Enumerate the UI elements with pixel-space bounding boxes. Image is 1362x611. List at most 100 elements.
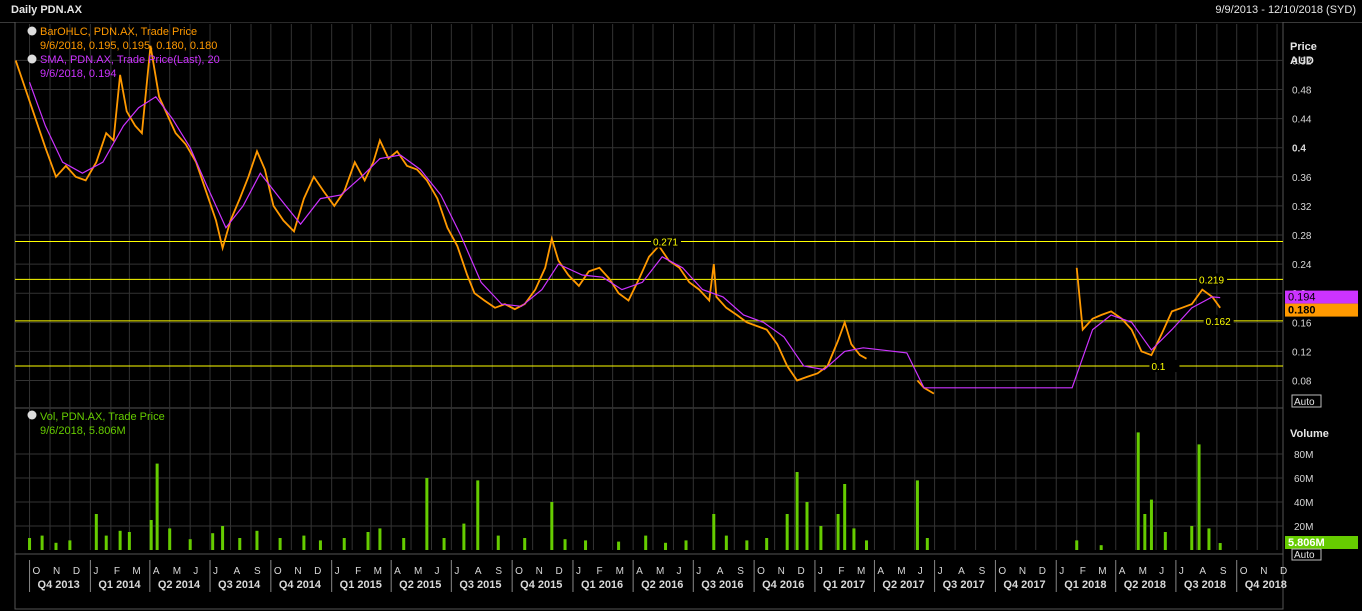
month-label: A — [475, 566, 482, 577]
month-label: O — [274, 566, 282, 577]
month-label: N — [1260, 566, 1267, 577]
volume-bar — [843, 484, 847, 550]
price-auto-button[interactable] — [1291, 394, 1322, 408]
volume-value-tag-text: 5.806M — [1288, 537, 1325, 549]
volume-bar — [550, 502, 554, 550]
volume-bar — [795, 472, 799, 550]
month-label: S — [495, 566, 502, 577]
volume-bar — [819, 526, 823, 550]
volume-bar — [724, 535, 728, 550]
volume-bar — [852, 528, 856, 550]
month-label: N — [536, 566, 543, 577]
month-label: S — [1220, 566, 1227, 577]
month-label: J — [1159, 566, 1164, 577]
quarter-label: Q1 2018 — [1064, 579, 1106, 591]
volume-bar — [1163, 532, 1167, 550]
volume-panel[interactable] — [14, 407, 1284, 555]
volume-bar — [664, 542, 668, 550]
month-label: F — [596, 566, 602, 577]
volume-bar — [318, 540, 322, 550]
volume-tick-label: 40M — [1294, 498, 1313, 509]
volume-bar — [805, 502, 809, 550]
volume-legend[interactable]: Vol, PDN.AX, Trade Price 9/6/2018, 5.806… — [27, 410, 165, 438]
quarter-label: Q4 2015 — [520, 579, 562, 591]
volume-bar — [54, 542, 58, 550]
month-label: F — [355, 566, 361, 577]
month-label: M — [616, 566, 624, 577]
volume-bar — [563, 539, 567, 550]
month-label: D — [73, 566, 80, 577]
level-labels: 0.271 0.219 0.162 0.1 — [650, 235, 1234, 373]
quarter-label: Q3 2014 — [218, 579, 261, 591]
month-label: M — [656, 566, 664, 577]
volume-bar — [278, 538, 282, 550]
month-label: D — [555, 566, 562, 577]
price-tick-label: 0.32 — [1292, 202, 1312, 213]
month-label: M — [1098, 566, 1106, 577]
volume-bar — [68, 540, 72, 550]
volume-bar — [188, 539, 192, 550]
month-label: A — [394, 566, 401, 577]
sma-value-tag-text: 0.194 — [1288, 292, 1316, 304]
month-label: A — [1119, 566, 1126, 577]
month-label: J — [1059, 566, 1064, 577]
volume-bar — [118, 530, 122, 550]
quarter-label: Q2 2018 — [1124, 579, 1166, 591]
month-label: F — [838, 566, 844, 577]
volume-bar — [925, 538, 929, 550]
price-volume-chart[interactable]: 0.271 0.219 0.162 0.1 Price AUD 0.52 0.48 0.4… — [0, 22, 1362, 611]
month-label: M — [173, 566, 181, 577]
quarter-label: Q4 2017 — [1003, 579, 1045, 591]
volume-bar — [221, 526, 225, 550]
month-label: J — [193, 566, 198, 577]
volume-bar — [40, 535, 44, 550]
volume-axis-title: Volume — [1290, 428, 1329, 440]
volume-bar — [1197, 444, 1201, 550]
date-range[interactable]: 9/9/2013 - 12/10/2018 (SYD) — [1215, 4, 1356, 16]
price-value-tag — [1285, 303, 1358, 317]
level-label-bg — [1149, 359, 1180, 372]
volume-tick-label: 80M — [1294, 450, 1313, 461]
volume-axis: 80M 60M 40M 20M — [1294, 450, 1313, 533]
volume-bar — [476, 480, 480, 550]
volume-bar — [496, 535, 500, 550]
volume-bar — [712, 514, 716, 550]
dot-icon[interactable] — [27, 26, 37, 36]
volume-legend-title: Vol, PDN.AX, Trade Price — [40, 411, 165, 423]
month-label: J — [696, 566, 701, 577]
dot-icon[interactable] — [27, 54, 37, 64]
level-label: 0.271 — [653, 238, 678, 249]
month-label: M — [414, 566, 422, 577]
sma-value-tag — [1285, 290, 1358, 304]
bar-legend-values: 9/6/2018, 0.195, 0.195, 0.180, 0.180 — [40, 40, 217, 52]
month-label: J — [818, 566, 823, 577]
volume-bar — [149, 520, 153, 550]
month-label: J — [213, 566, 218, 577]
volume-bar — [168, 528, 172, 550]
volume-bar — [523, 538, 527, 550]
quarter-label: Q2 2014 — [158, 579, 201, 591]
volume-tick-label: 60M — [1294, 474, 1313, 485]
quarter-label: Q1 2015 — [340, 579, 382, 591]
price-auto-label: Auto — [1294, 397, 1315, 408]
volume-value-tag — [1285, 536, 1358, 549]
price-axis-unit: AUD — [1290, 55, 1314, 67]
volume-bar — [1136, 432, 1140, 550]
quarter-label: Q3 2016 — [701, 579, 743, 591]
volume-bar — [1149, 499, 1153, 550]
quarter-label: Q1 2017 — [823, 579, 865, 591]
volume-auto-button[interactable] — [1291, 548, 1322, 561]
price-tick-label: 0.44 — [1292, 115, 1312, 126]
month-label: M — [132, 566, 140, 577]
volume-bar — [425, 478, 429, 550]
quarter-label: Q3 2015 — [459, 579, 501, 591]
sma-legend[interactable]: SMA, PDN.AX, Trade Price(Last), 20 9/6/2… — [27, 54, 220, 80]
dot-icon[interactable] — [27, 410, 37, 420]
price-panel[interactable] — [14, 22, 1284, 409]
sma-legend-title: SMA, PDN.AX, Trade Price(Last), 20 — [40, 54, 220, 66]
quarter-label: Q4 2016 — [762, 579, 804, 591]
sma-legend-values: 9/6/2018, 0.194 — [40, 68, 116, 80]
month-label: M — [1139, 566, 1147, 577]
bar-legend[interactable]: BarOHLC, PDN.AX, Trade Price 9/6/2018, 0… — [27, 26, 218, 52]
volume-bar — [94, 514, 98, 550]
